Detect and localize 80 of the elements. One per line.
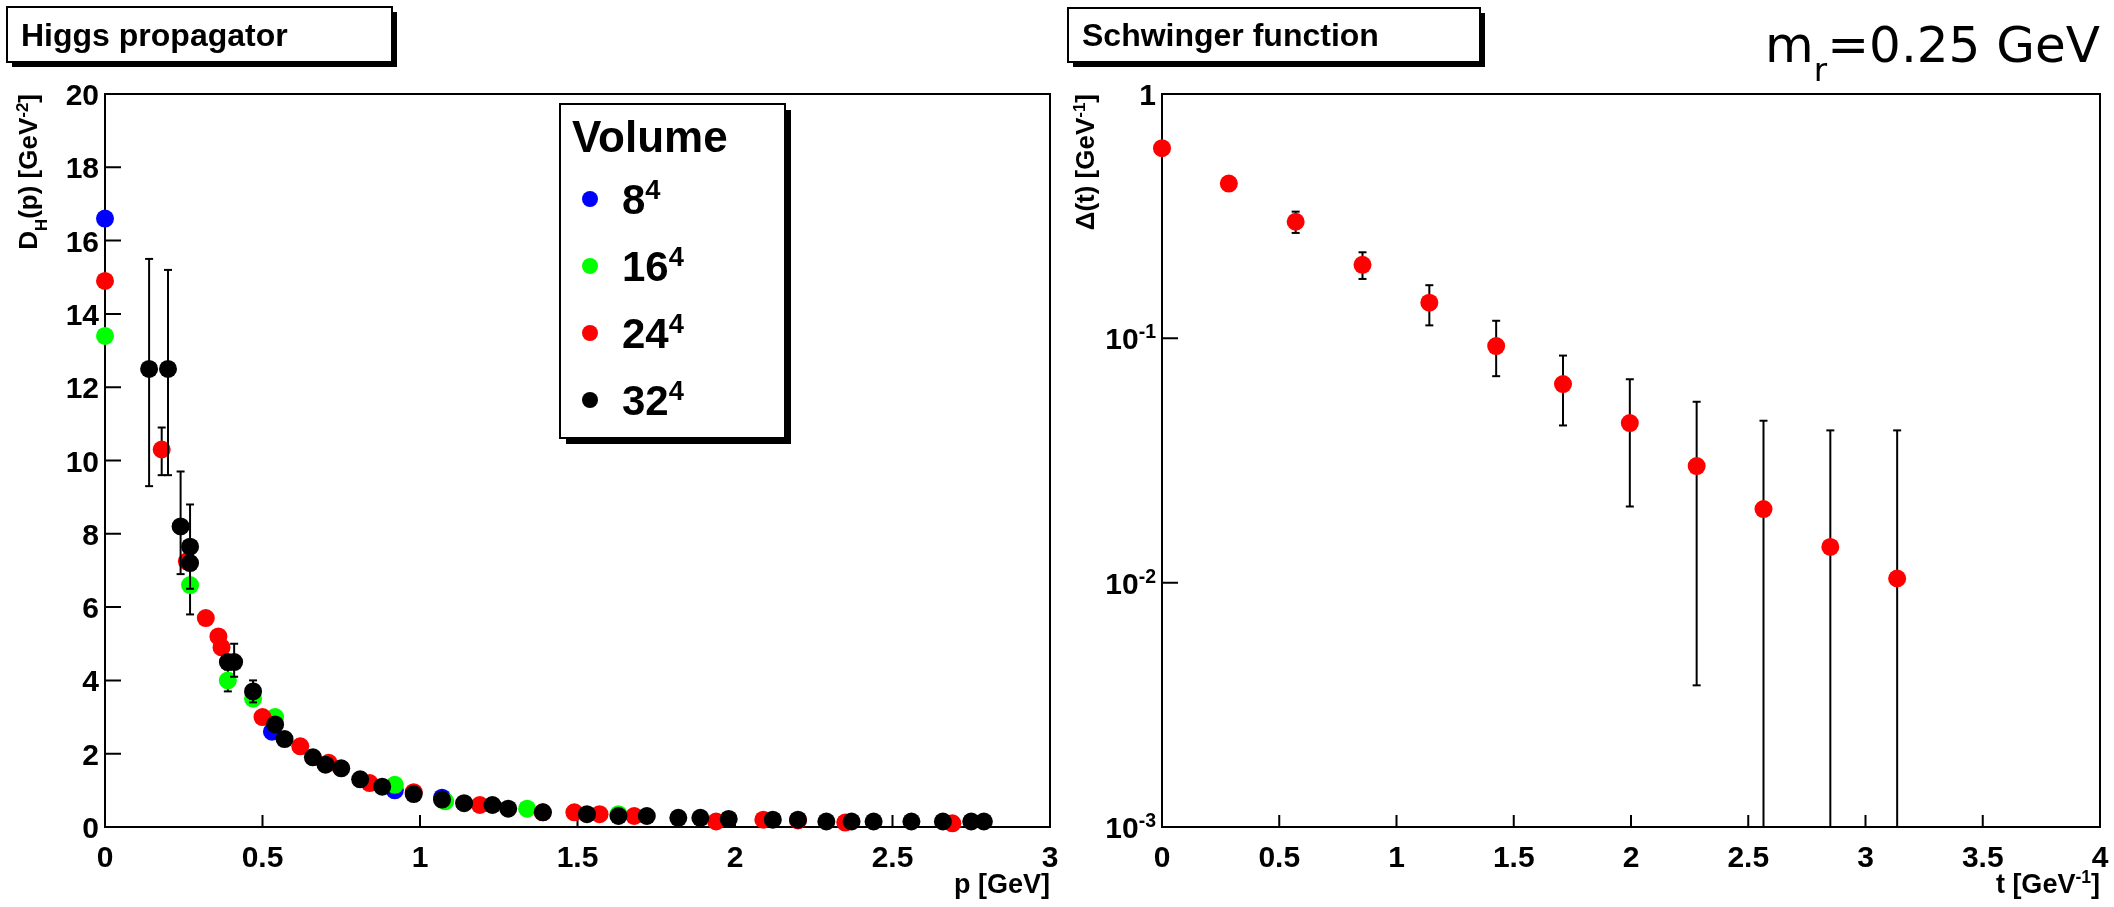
- point: [1821, 537, 1840, 556]
- point: [763, 810, 782, 829]
- y-tick-label: 10$^{-1}$: [1105, 320, 1157, 356]
- text: m$_{r}$=0.25 GeV: [1765, 16, 2100, 89]
- x-tick-label: 1: [1388, 840, 1405, 873]
- point: [291, 737, 310, 756]
- legend-label: 8$^{4}$: [622, 173, 662, 223]
- point: [351, 770, 370, 789]
- y-tick-label: 1: [1139, 78, 1156, 111]
- x-tick-label: 0.5: [241, 840, 284, 873]
- point: [1286, 212, 1305, 231]
- legend-label: 24$^{4}$: [622, 307, 685, 357]
- point: [1420, 293, 1439, 312]
- point: [196, 609, 215, 628]
- point: [455, 794, 474, 813]
- y-tick-label: 4: [82, 664, 100, 698]
- point: [244, 682, 263, 701]
- legend-label: 16$^{4}$: [622, 240, 685, 290]
- point: [1487, 337, 1506, 356]
- point: [902, 812, 921, 831]
- point: [864, 812, 883, 831]
- y-tick-label: 18: [65, 151, 99, 185]
- y-tick-label: 0: [82, 811, 99, 844]
- point: [719, 809, 738, 828]
- y-tick-label: 14: [65, 297, 100, 331]
- point: [669, 808, 688, 827]
- point: [1620, 414, 1639, 433]
- point: [933, 812, 952, 831]
- point: [266, 715, 285, 734]
- y-tick-label: 16: [65, 224, 99, 258]
- y-tick-label: 10$^{-2}$: [1105, 564, 1157, 600]
- point: [332, 759, 351, 778]
- point: [212, 638, 231, 657]
- x-tick-label: 2.5: [1727, 840, 1770, 873]
- point: [159, 359, 177, 378]
- y-tick-label: 10: [65, 444, 99, 478]
- legend-label: 32$^{4}$: [622, 374, 685, 424]
- point: [1553, 375, 1572, 394]
- point: [140, 359, 159, 378]
- point: [691, 808, 710, 827]
- x-tick-label: 1.5: [556, 840, 599, 873]
- point: [1687, 457, 1706, 476]
- y-tick-label: 8: [82, 517, 99, 551]
- point: [181, 537, 200, 556]
- point: [637, 807, 656, 826]
- point: [1754, 500, 1773, 519]
- y-tick-label: 10$^{-3}$: [1105, 809, 1157, 844]
- point: [171, 517, 190, 536]
- legend-title: Volume: [572, 112, 728, 161]
- x-tick-label: 2: [726, 840, 744, 873]
- point: [275, 730, 294, 749]
- point: [373, 777, 392, 796]
- point: [483, 796, 502, 815]
- point: [842, 812, 861, 831]
- x-tick-label: 1: [411, 840, 429, 873]
- point: [1353, 255, 1372, 274]
- y-tick-label: 2: [82, 737, 99, 771]
- point: [181, 554, 200, 573]
- x-tick-label: 2.5: [871, 840, 914, 873]
- y-tick-label: 12: [65, 371, 99, 405]
- x-tick-label: 0.5: [1258, 840, 1301, 873]
- point: [1888, 569, 1907, 588]
- y-tick-label: 20: [65, 78, 99, 111]
- point: [96, 209, 114, 228]
- point: [96, 271, 114, 290]
- x-tick-label: 1.5: [1492, 840, 1535, 873]
- point: [518, 799, 537, 818]
- point: [218, 671, 237, 690]
- point: [577, 805, 596, 824]
- point: [96, 326, 114, 345]
- point: [303, 748, 322, 767]
- point: [499, 799, 518, 818]
- chart-title: Schwinger function: [1082, 17, 1379, 53]
- point: [817, 812, 836, 831]
- point: [1153, 139, 1171, 158]
- x-tick-label: 2: [1622, 840, 1640, 873]
- point: [1219, 174, 1238, 193]
- chart-title: Higgs propagator: [21, 16, 288, 53]
- y-tick-label: 6: [82, 591, 99, 625]
- x-tick-label: 3: [1857, 840, 1874, 873]
